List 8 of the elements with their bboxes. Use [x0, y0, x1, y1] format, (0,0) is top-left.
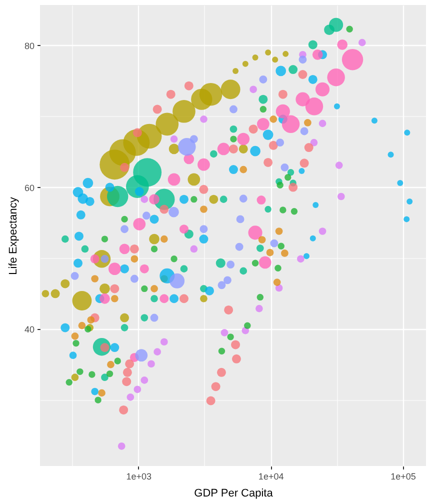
y-tick-label: 80: [24, 40, 34, 51]
x-tick-label: 1e+05: [390, 472, 416, 482]
x-tick-label: 1e+04: [258, 472, 284, 482]
y-tick-label: 60: [24, 182, 34, 193]
y-axis-title: Life Expectancy: [7, 196, 20, 275]
x-axis-title: GDP Per Capita: [194, 488, 274, 500]
y-tick-label: 40: [24, 324, 34, 335]
x-tick-label: 1e+03: [126, 472, 152, 482]
